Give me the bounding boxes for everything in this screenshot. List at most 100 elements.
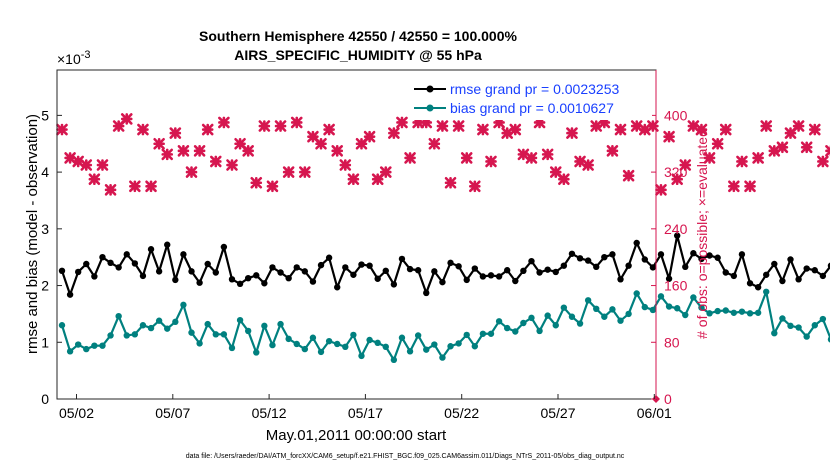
obs-evaluated-marker bbox=[129, 180, 141, 193]
obs-evaluated-marker bbox=[695, 123, 708, 136]
rmse-point bbox=[657, 251, 665, 258]
rmse-point bbox=[795, 276, 802, 283]
bias-point bbox=[811, 322, 818, 329]
bias-point bbox=[358, 352, 365, 360]
obs-evaluated-marker bbox=[582, 159, 594, 171]
bias-point bbox=[625, 310, 632, 318]
obs-evaluated-marker bbox=[355, 137, 368, 150]
obs-evaluated-marker bbox=[226, 159, 238, 171]
rmse-point bbox=[560, 262, 568, 269]
rmse-point bbox=[690, 250, 697, 257]
obs-evaluated-marker bbox=[808, 123, 821, 136]
obs-evaluated-marker bbox=[444, 176, 457, 189]
obs-evaluated-marker bbox=[566, 127, 578, 139]
rmse-point bbox=[164, 241, 171, 248]
bias-point bbox=[439, 354, 446, 361]
obs-evaluated-marker bbox=[436, 120, 449, 132]
bias-point bbox=[593, 305, 600, 313]
obs-evaluated-marker bbox=[784, 127, 797, 139]
rmse-point bbox=[593, 263, 600, 271]
bias-point bbox=[99, 342, 106, 349]
obs-evaluated-marker bbox=[655, 184, 667, 196]
obs-evaluated-marker bbox=[744, 180, 756, 193]
obs-evaluated-marker bbox=[509, 123, 522, 136]
bias-point bbox=[228, 344, 236, 352]
obs-evaluated-marker bbox=[404, 152, 416, 164]
obs-evaluated-series bbox=[56, 113, 830, 196]
obs-evaluated-marker bbox=[137, 123, 149, 136]
y-axis-label: rmse and bias (model - observation) bbox=[24, 114, 41, 354]
obs-evaluated-marker bbox=[112, 120, 125, 132]
rmse-point bbox=[625, 262, 632, 269]
obs-evaluated-marker bbox=[209, 155, 222, 168]
rmse-point bbox=[66, 291, 74, 298]
bias-point bbox=[771, 330, 778, 337]
bias-point bbox=[779, 315, 786, 322]
bias-point bbox=[325, 337, 333, 345]
bias-point bbox=[520, 319, 527, 327]
rmse-point bbox=[374, 275, 381, 282]
bias-point bbox=[342, 343, 349, 351]
obs-evaluated-marker bbox=[800, 141, 813, 154]
rmse-point bbox=[382, 267, 389, 275]
bias-point bbox=[374, 339, 381, 347]
rmse-point bbox=[811, 267, 818, 274]
x-axis: 05/02 05/07 05/12 05/17 05/22 05/27 06/01 bbox=[59, 394, 672, 421]
bias-point bbox=[746, 310, 754, 317]
rmse-point bbox=[633, 239, 640, 247]
bias-point bbox=[431, 341, 438, 348]
y2-tick-label: 400 bbox=[664, 107, 688, 123]
bias-point bbox=[649, 306, 657, 314]
obs-evaluated-marker bbox=[201, 123, 214, 136]
rmse-point bbox=[584, 257, 592, 264]
obs-evaluated-marker bbox=[56, 123, 68, 136]
rmse-point bbox=[439, 278, 446, 286]
rmse-point bbox=[204, 260, 211, 268]
obs-evaluated-marker bbox=[234, 137, 246, 150]
bias-point bbox=[536, 327, 543, 335]
bias-point bbox=[155, 317, 163, 324]
obs-evaluated-marker bbox=[339, 159, 352, 171]
bias-point bbox=[827, 336, 830, 343]
bias-point bbox=[722, 307, 729, 314]
y-tick-label: 5 bbox=[41, 107, 49, 123]
rmse-line bbox=[60, 234, 830, 296]
rmse-point bbox=[261, 280, 268, 287]
rmse-point bbox=[641, 256, 648, 263]
obs-evaluated-marker bbox=[525, 152, 538, 164]
obs-evaluated-marker bbox=[282, 166, 295, 178]
obs-evaluated-marker bbox=[120, 113, 133, 125]
bias-point bbox=[754, 309, 762, 316]
rmse-point bbox=[228, 276, 236, 283]
bias-point bbox=[463, 331, 470, 339]
rmse-point bbox=[819, 272, 827, 280]
bias-point bbox=[544, 312, 551, 319]
obs-evaluated-marker bbox=[711, 137, 724, 150]
obs-evaluated-marker bbox=[768, 145, 781, 157]
bias-point bbox=[657, 293, 665, 300]
y-tick-label: 1 bbox=[41, 334, 49, 350]
obs-evaluated-marker bbox=[687, 120, 700, 132]
obs-evaluated-marker bbox=[719, 123, 732, 136]
rmse-point bbox=[406, 265, 414, 273]
left-y-axis: 0 1 2 3 4 5 bbox=[41, 107, 62, 407]
bias-point bbox=[673, 305, 681, 312]
rmse-point bbox=[350, 271, 357, 278]
bias-point bbox=[317, 348, 325, 356]
obs-evaluated-marker bbox=[299, 166, 311, 178]
y-tick-label: 3 bbox=[41, 221, 49, 237]
rmse-point bbox=[83, 260, 90, 268]
bias-point bbox=[269, 341, 276, 349]
bias-point bbox=[682, 311, 689, 319]
obs-evaluated-marker bbox=[396, 116, 408, 129]
bias-point bbox=[503, 324, 511, 332]
rmse-point bbox=[520, 267, 527, 275]
obs-evaluated-marker bbox=[153, 137, 165, 150]
obs-evaluated-marker bbox=[533, 116, 546, 129]
bias-point bbox=[196, 340, 203, 347]
obs-evaluated-marker bbox=[485, 155, 497, 168]
bias-point bbox=[293, 340, 300, 348]
rmse-point bbox=[763, 271, 770, 278]
rmse-point bbox=[447, 259, 454, 267]
